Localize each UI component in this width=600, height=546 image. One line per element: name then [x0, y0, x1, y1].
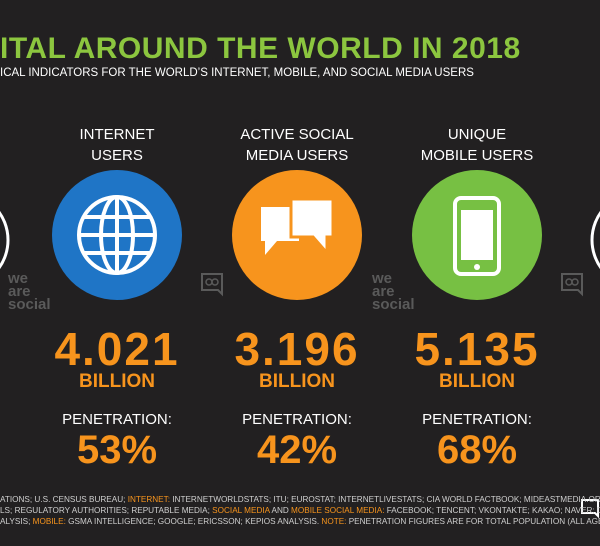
footer-text: INTERNET:: [127, 495, 170, 504]
subtitle: ICAL INDICATORS FOR THE WORLD’S INTERNET…: [0, 67, 474, 79]
label-line: UNIQUE: [447, 126, 507, 143]
footer-text: LS; REGULATORY AUTHORITIES; REPUTABLE ME…: [0, 506, 213, 515]
label-line: MOBILE USERS: [420, 147, 534, 164]
wm-word: we: [8, 270, 29, 287]
value: 5.135: [414, 323, 540, 375]
icon-glyph: [453, 196, 501, 276]
footer: ATIONS; U.S. CENSUS BUREAU; INTERNET: IN…: [0, 494, 600, 527]
label-line: USERS: [91, 147, 143, 164]
footer-text: SOCIAL MEDIA: [212, 506, 270, 515]
unit: BILLION: [79, 371, 155, 392]
wm-word: social: [8, 296, 51, 313]
footer-line: LS; REGULATORY AUTHORITIES; REPUTABLE ME…: [0, 505, 600, 516]
label-line: MEDIA USERS: [245, 147, 349, 164]
footer-text: NOTE:: [321, 517, 347, 526]
footer-text: AND: [269, 506, 292, 515]
edge-circle: [590, 210, 600, 270]
unit: BILLION: [439, 371, 515, 392]
wm-word: we: [372, 270, 393, 287]
footer-text: INTERNETWORLDSTATS; ITU; EUROSTAT; INTER…: [170, 495, 600, 504]
footer-text: GSMA INTELLIGENCE; GOOGLE; ERICSSON; KEP…: [65, 517, 322, 526]
label-line: ACTIVE SOCIAL: [240, 126, 354, 143]
column-label: INTERNET USERS: [22, 124, 212, 166]
footer-text: MOBILE SOCIAL MEDIA:: [291, 506, 385, 515]
penetration: 53%: [76, 428, 158, 472]
watermark: we are social: [372, 270, 415, 313]
penetration: 68%: [436, 428, 518, 472]
footer-line: ALYSIS; MOBILE: GSMA INTELLIGENCE; GOOGL…: [0, 516, 600, 527]
owl-logo: [201, 273, 223, 297]
footer-text: FACEBOOK; TENCENT; VKONTAKTE; KAKAO; NAV…: [384, 506, 600, 515]
column-label: UNIQUE MOBILE USERS: [382, 124, 572, 166]
icon-group: [52, 170, 542, 300]
unit: BILLION: [259, 371, 335, 392]
penetration-label: PENETRATION:: [62, 411, 172, 428]
title: ITAL AROUND THE WORLD IN 2018: [0, 32, 521, 65]
footer-text: ATIONS; U.S. CENSUS BUREAU;: [0, 495, 128, 504]
wm-word: are: [8, 283, 31, 300]
penetration: 42%: [256, 428, 338, 472]
owl-logo: [561, 273, 583, 297]
icon-glyph: [261, 197, 335, 257]
edge-circle: [0, 210, 10, 270]
value: 3.196: [234, 323, 360, 375]
footer-logo: [581, 499, 599, 519]
footer-text: MOBILE:: [32, 517, 66, 526]
wm-word: are: [372, 283, 395, 300]
penetration-label: PENETRATION:: [242, 411, 352, 428]
footer-line: ATIONS; U.S. CENSUS BUREAU; INTERNET: IN…: [0, 494, 600, 505]
footer-text: ALYSIS;: [0, 517, 33, 526]
icon-glyph: [77, 195, 157, 275]
penetration-label: PENETRATION:: [422, 411, 532, 428]
column-label: ACTIVE SOCIAL MEDIA USERS: [202, 124, 392, 166]
value: 4.021: [54, 323, 180, 375]
watermark: we are social: [8, 270, 51, 313]
label-line: INTERNET: [79, 126, 155, 143]
footer-text: PENETRATION FIGURES ARE FOR TOTAL POPULA…: [346, 517, 600, 526]
wm-word: social: [372, 296, 415, 313]
